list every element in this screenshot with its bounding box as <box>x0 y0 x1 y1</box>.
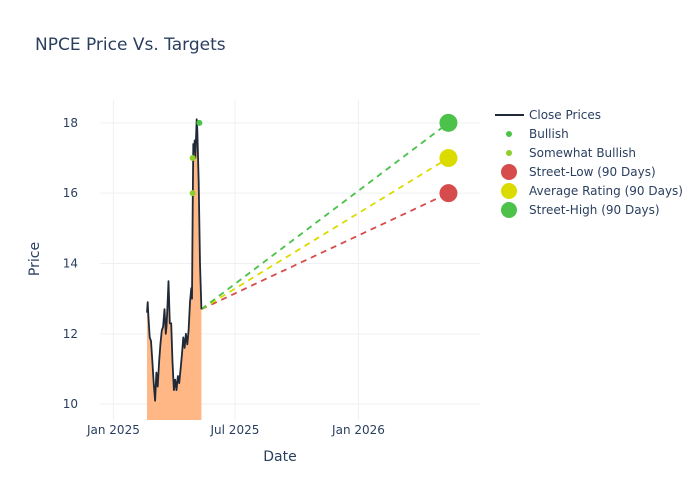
forecast-lines <box>200 122 449 311</box>
legend-label: Close Prices <box>529 108 601 122</box>
street-low-forecast-line <box>200 192 449 311</box>
legend-item[interactable]: Somewhat Bullish <box>506 146 636 160</box>
y-tick-label: 18 <box>63 116 78 130</box>
street-high-forecast-line <box>200 122 449 310</box>
y-tick-label: 12 <box>63 327 78 341</box>
x-axis-title: Date <box>263 449 296 465</box>
legend-item[interactable]: Average Rating (90 Days) <box>501 183 683 199</box>
average-rating-target-point <box>439 149 458 168</box>
somewhat-bullish-rating-point <box>189 190 196 197</box>
legend-dot-swatch <box>501 164 517 180</box>
x-tick-label: Jul 2025 <box>210 423 260 437</box>
legend-dot-swatch <box>501 202 517 218</box>
legend-item[interactable]: Street-High (90 Days) <box>501 202 660 218</box>
legend-item[interactable]: Bullish <box>506 127 569 141</box>
bullish-rating-point <box>196 119 203 126</box>
legend-label: Somewhat Bullish <box>529 146 636 160</box>
legend-label: Bullish <box>529 127 569 141</box>
y-tick-label: 16 <box>63 186 78 200</box>
legend-dot-swatch <box>506 131 512 137</box>
markers <box>189 113 458 203</box>
legend[interactable]: Close Prices Bullish Somewhat Bullish Stree… <box>495 108 683 218</box>
close-line <box>146 118 203 402</box>
somewhat-bullish-rating-point <box>189 155 196 162</box>
legend-label: Street-High (90 Days) <box>529 203 660 217</box>
x-tick-label: Jan 2026 <box>331 423 385 437</box>
legend-dot-swatch <box>501 183 517 199</box>
street-high-target-point <box>439 113 458 132</box>
x-tick-label: Jan 2025 <box>86 423 140 437</box>
y-axis-title: Price <box>27 242 43 276</box>
y-tick-label: 14 <box>63 257 78 271</box>
legend-label: Street-Low (90 Days) <box>529 165 656 179</box>
legend-item[interactable]: Close Prices <box>495 108 601 122</box>
street-low-target-point <box>439 184 458 203</box>
chart-title: NPCE Price Vs. Targets <box>35 35 226 55</box>
y-tick-label: 10 <box>63 397 78 411</box>
axis-ticks: 10 12 14 16 18 Jan 2025 Jul 2025 Jan 2026 <box>63 116 385 437</box>
legend-dot-swatch <box>506 150 512 156</box>
legend-label: Average Rating (90 Days) <box>529 184 683 198</box>
close-price-line <box>146 118 203 402</box>
average-rating-forecast-line <box>200 157 449 310</box>
legend-item[interactable]: Street-Low (90 Days) <box>501 164 656 180</box>
